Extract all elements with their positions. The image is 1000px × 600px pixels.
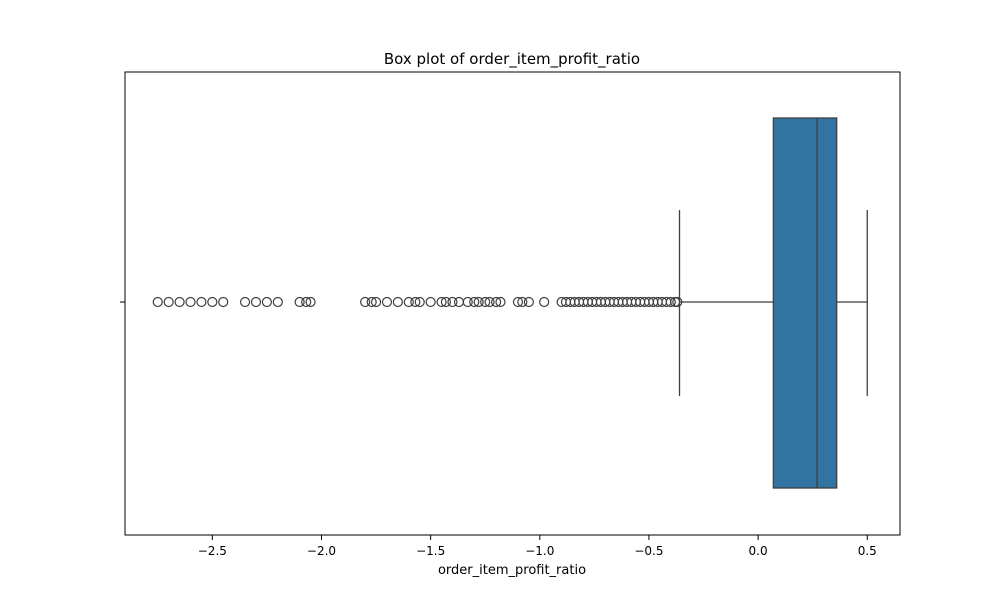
outlier-point (185, 296, 196, 308)
outlier-point (381, 296, 393, 308)
box-element (678, 117, 868, 489)
outlier-point (410, 296, 421, 308)
x-tick-label: 0.5 (858, 544, 877, 558)
x-tick-label: −1.0 (525, 544, 554, 558)
x-axis-ticks: −2.5 −2.0 −1.5 −1.0 −0.5 0.0 0.5 (120, 301, 877, 558)
outlier-point (305, 296, 316, 308)
outlier-point (272, 296, 283, 308)
outlier-point (425, 296, 436, 308)
outlier-point (523, 296, 534, 308)
x-tick-label: −2.0 (307, 544, 336, 558)
x-tick-label: −2.5 (198, 544, 227, 558)
outlier-point (517, 296, 528, 308)
outlier-point (462, 296, 473, 308)
outlier-point (512, 296, 524, 308)
outlier-point (196, 296, 207, 308)
outlier-point (360, 296, 371, 308)
outlier-point (294, 296, 305, 308)
x-tick-label: −0.5 (634, 544, 663, 558)
outlier-point (453, 296, 465, 308)
interquartile-box (772, 117, 838, 489)
outlier-point (207, 296, 218, 308)
outlier-point (366, 296, 377, 308)
outlier-point (491, 296, 502, 308)
outlier-point (414, 296, 425, 308)
x-tick-label: 0.0 (749, 544, 768, 558)
x-axis-label: order_item_profit_ratio (438, 563, 586, 578)
outlier-point (261, 296, 273, 308)
outlier-point (174, 296, 185, 308)
outlier-point (469, 296, 480, 308)
outlier-point (480, 296, 491, 308)
outlier-point (163, 296, 174, 308)
outlier-point (495, 296, 506, 308)
outlier-point (250, 296, 262, 308)
outlier-point (473, 296, 484, 308)
outlier-points (152, 296, 683, 308)
outlier-point (440, 296, 452, 308)
outlier-point (665, 296, 676, 308)
outlier-point (239, 296, 251, 308)
outlier-point (403, 296, 414, 308)
outlier-point (152, 296, 163, 308)
outlier-point (301, 296, 312, 308)
outlier-point (436, 296, 447, 308)
outlier-point (484, 296, 495, 308)
outlier-point (218, 296, 229, 308)
outlier-point (392, 296, 403, 308)
plot-area-frame (124, 71, 901, 536)
outlier-point (447, 296, 458, 308)
outlier-point (370, 296, 382, 308)
outlier-point (539, 296, 550, 308)
chart-title: Box plot of order_item_profit_ratio (384, 50, 640, 69)
x-tick-label: −1.5 (416, 544, 445, 558)
